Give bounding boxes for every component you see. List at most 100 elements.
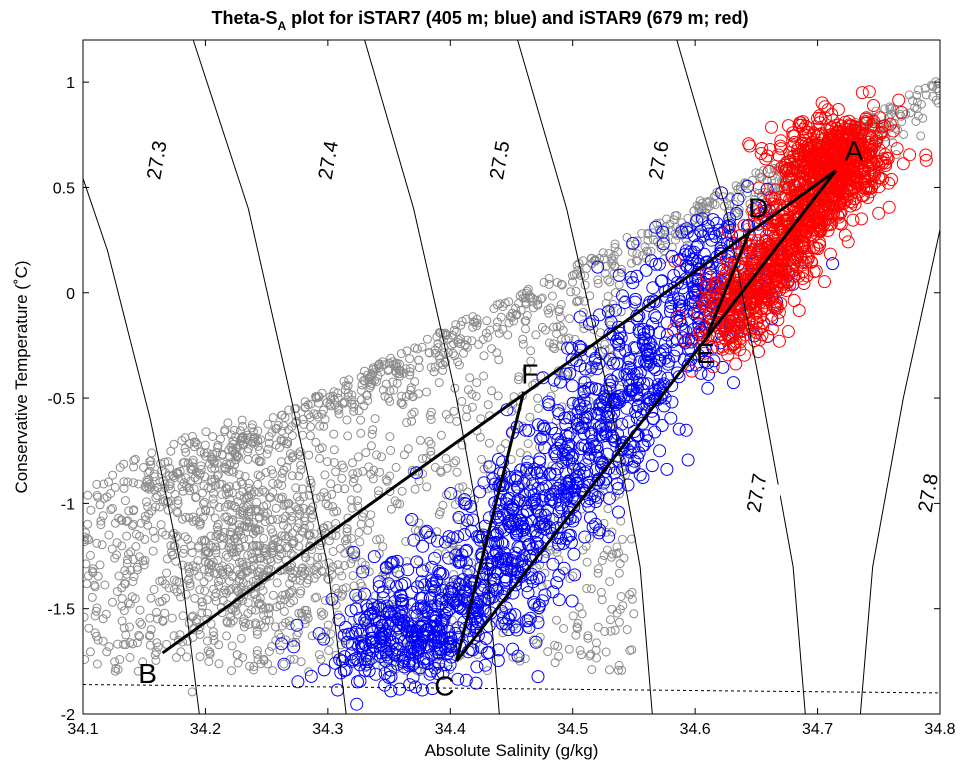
gray-data-point [101,609,111,619]
gray-data-point [289,596,299,606]
gray-data-point [358,466,368,476]
gray-data-point [476,414,486,424]
gray-data-point [200,472,210,482]
gray-data-point [514,375,523,385]
blue-data-point [510,471,524,485]
gray-data-point [643,235,653,245]
blue-data-point [470,610,484,624]
blue-data-point [622,352,636,365]
gray-data-point [559,566,569,576]
gray-data-point [334,409,344,419]
gray-data-point [627,645,637,655]
gray-data-point [223,418,233,428]
gray-data-point [407,409,417,419]
gray-data-point [226,618,236,628]
gray-data-point [550,658,560,668]
gray-data-point [528,293,538,303]
gray-data-point [229,501,239,511]
gray-data-point [314,392,324,402]
gray-data-point [447,340,457,350]
gray-data-point [193,556,203,566]
gray-data-point [244,619,254,629]
gray-data-point [415,435,425,445]
gray-data-point [135,552,144,562]
gray-data-point [135,632,145,642]
gray-data-point [606,626,616,636]
blue-data-point [523,611,537,625]
gray-data-point [224,586,234,596]
gray-data-point [605,665,614,675]
gray-data-point [539,277,549,287]
gray-data-point [521,316,531,326]
gray-data-point [914,85,923,95]
gray-data-point [441,410,451,419]
gray-data-point [120,579,130,589]
blue-data-point [619,344,633,358]
gray-data-point [610,239,620,249]
gray-data-point [449,570,459,579]
gray-data-point [277,621,287,631]
blue-data-point [563,366,577,380]
gray-data-point [148,546,158,556]
gray-data-point [91,606,101,616]
gray-data-point [112,550,121,560]
gray-data-point [918,113,928,123]
blue-data-point [430,534,444,548]
gray-data-point [362,390,372,400]
gray-data-point [470,317,480,327]
gray-data-point [408,391,418,401]
gray-data-point [271,440,281,450]
gray-data-point [322,457,332,467]
blue-data-point [425,560,439,574]
gray-data-point [375,534,385,544]
gray-data-point [356,428,366,438]
blue-data-point [592,383,606,397]
gray-data-point [252,497,262,507]
gray-data-point [632,256,642,266]
blue-data-point [611,332,625,346]
gray-data-point [313,552,323,562]
blue-data-point [593,523,607,537]
gray-data-point [606,615,615,625]
gray-data-point [462,412,471,422]
gray-data-point [405,370,415,380]
gray-data-point [232,650,242,660]
gray-data-point [440,328,450,338]
gray-data-point [210,474,220,484]
gray-data-point [607,253,617,263]
gray-data-point [196,465,206,474]
gray-data-point [395,499,405,509]
blue-data-point [667,268,681,282]
gray-data-point [206,531,216,541]
red-data-point [781,325,795,338]
gray-data-point [607,259,617,269]
gray-data-point [268,666,278,676]
blue-data-point [520,614,533,628]
gray-data-point [452,416,462,426]
gray-data-point [307,631,317,641]
blue-data-point [612,337,626,351]
gray-data-point [520,654,530,664]
blue-data-point [570,418,584,431]
gray-data-point [229,425,239,435]
gray-data-point [107,544,117,554]
gray-data-point [487,344,497,354]
blue-data-point [518,488,531,502]
gray-data-point [176,585,186,595]
gray-data-point [320,596,330,605]
gray-data-point [582,263,592,273]
blue-data-point [489,544,503,558]
blue-data-point [520,579,534,593]
gray-data-point [891,123,900,133]
gray-data-point [151,493,161,503]
gray-data-point [514,372,524,382]
blue-data-point [478,580,491,593]
gray-data-point [247,423,257,433]
gray-data-point [254,599,263,609]
gray-data-point [913,111,923,121]
gray-data-point [417,342,427,352]
blue-data-point [534,508,548,522]
gray-data-point [287,422,297,431]
blue-data-point [568,568,582,582]
gray-data-point [242,567,251,577]
